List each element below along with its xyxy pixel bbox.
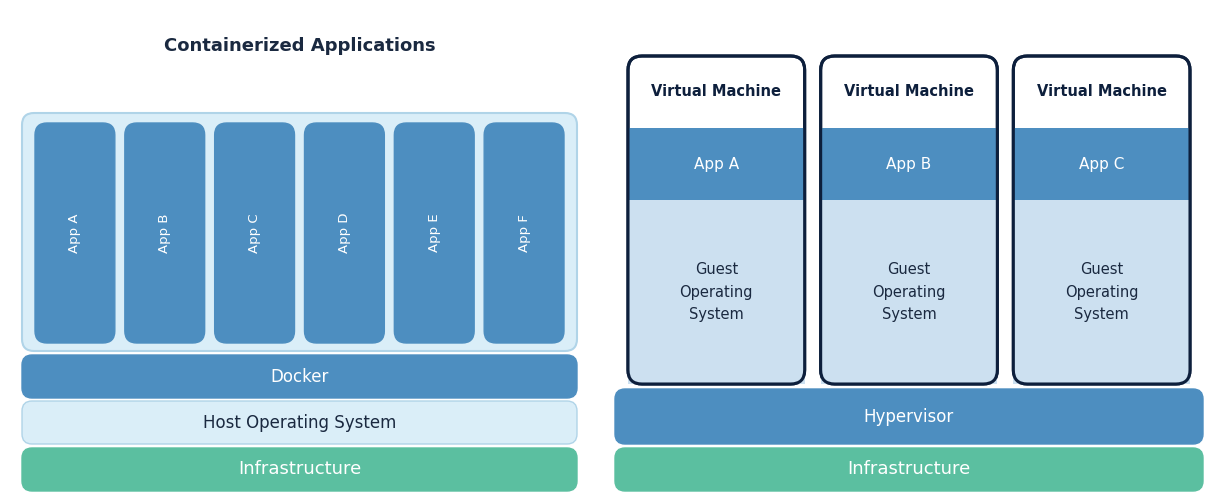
Text: Guest
Operating
System: Guest Operating System — [680, 263, 753, 322]
Text: Virtual Machine: Virtual Machine — [844, 85, 974, 100]
FancyBboxPatch shape — [22, 448, 577, 491]
Text: App C: App C — [1079, 156, 1125, 171]
FancyBboxPatch shape — [125, 123, 205, 343]
Text: Guest
Operating
System: Guest Operating System — [1065, 263, 1138, 322]
Text: Host Operating System: Host Operating System — [203, 413, 396, 431]
Text: App C: App C — [249, 213, 261, 253]
Bar — [1013, 128, 1189, 200]
Text: App E: App E — [428, 214, 441, 253]
Text: App A: App A — [693, 156, 739, 171]
Bar — [1013, 200, 1189, 384]
FancyBboxPatch shape — [615, 448, 1203, 491]
Bar — [628, 128, 805, 200]
Text: Guest
Operating
System: Guest Operating System — [872, 263, 946, 322]
Bar — [821, 200, 997, 384]
Text: Docker: Docker — [271, 368, 328, 385]
Bar — [821, 128, 997, 200]
FancyBboxPatch shape — [36, 123, 115, 343]
Text: Containerized Applications: Containerized Applications — [164, 37, 435, 55]
FancyBboxPatch shape — [305, 123, 385, 343]
Bar — [628, 200, 805, 384]
FancyBboxPatch shape — [394, 123, 474, 343]
Text: Virtual Machine: Virtual Machine — [652, 85, 782, 100]
Text: App D: App D — [338, 213, 350, 253]
FancyBboxPatch shape — [615, 389, 1203, 444]
Text: App F: App F — [518, 214, 530, 252]
Text: App B: App B — [158, 213, 172, 253]
Text: App A: App A — [69, 213, 81, 253]
Text: Hypervisor: Hypervisor — [864, 407, 954, 425]
FancyBboxPatch shape — [22, 113, 577, 351]
FancyBboxPatch shape — [214, 123, 294, 343]
Text: Infrastructure: Infrastructure — [848, 460, 970, 478]
FancyBboxPatch shape — [22, 401, 577, 444]
FancyBboxPatch shape — [628, 56, 805, 384]
FancyBboxPatch shape — [484, 123, 564, 343]
Text: Infrastructure: Infrastructure — [238, 460, 361, 478]
FancyBboxPatch shape — [1013, 56, 1189, 384]
FancyBboxPatch shape — [22, 355, 577, 398]
Text: Virtual Machine: Virtual Machine — [1036, 85, 1166, 100]
Text: App B: App B — [887, 156, 932, 171]
FancyBboxPatch shape — [821, 56, 997, 384]
